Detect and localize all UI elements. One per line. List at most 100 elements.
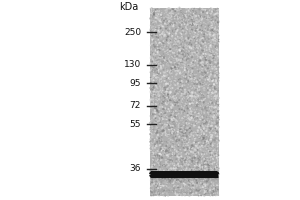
Point [196, 99, 200, 102]
Point [169, 104, 174, 107]
Point [151, 194, 156, 197]
Point [154, 141, 159, 145]
Point [209, 20, 214, 23]
Point [174, 140, 179, 143]
Point [201, 132, 206, 135]
Point [203, 109, 208, 112]
Point [181, 160, 186, 163]
Point [195, 164, 200, 167]
Point [212, 82, 216, 86]
Point [202, 187, 206, 190]
Point [152, 56, 157, 59]
Point [169, 10, 174, 13]
Point [214, 72, 219, 75]
Point [216, 29, 221, 32]
Point [212, 193, 216, 196]
Point [171, 98, 176, 101]
Point [184, 184, 189, 187]
Point [179, 43, 184, 46]
Point [181, 161, 185, 164]
Point [168, 179, 172, 182]
Point [211, 19, 216, 22]
Point [183, 68, 188, 71]
Point [193, 51, 198, 54]
Point [184, 33, 189, 36]
Point [169, 117, 174, 120]
Point [174, 62, 179, 65]
Point [152, 174, 157, 177]
Point [157, 17, 162, 21]
Point [180, 57, 185, 61]
Point [159, 156, 164, 159]
Point [156, 96, 161, 99]
Point [163, 88, 167, 91]
Point [176, 65, 181, 68]
Point [170, 145, 175, 149]
Point [168, 162, 173, 166]
Point [204, 159, 208, 162]
Point [183, 32, 188, 35]
Point [149, 123, 154, 127]
Point [195, 128, 200, 132]
Point [211, 144, 216, 147]
Point [183, 17, 188, 20]
Point [152, 88, 157, 91]
Point [194, 164, 199, 167]
Point [156, 59, 161, 63]
Point [171, 98, 176, 101]
Point [214, 79, 219, 82]
Point [216, 89, 220, 92]
Point [201, 34, 206, 37]
Point [212, 49, 217, 53]
Point [160, 79, 165, 82]
Point [152, 93, 157, 96]
Point [209, 93, 214, 96]
Point [158, 143, 163, 146]
Point [208, 135, 213, 138]
Point [170, 68, 175, 71]
Point [149, 128, 154, 131]
Point [182, 40, 186, 43]
Point [193, 124, 198, 127]
Point [203, 169, 208, 173]
Point [163, 107, 168, 110]
Point [166, 39, 171, 42]
Point [216, 168, 221, 171]
Point [176, 92, 181, 95]
Point [186, 86, 191, 89]
Point [184, 142, 189, 145]
Point [179, 99, 184, 102]
Point [178, 78, 182, 81]
Point [200, 123, 205, 126]
Point [164, 160, 169, 164]
Point [164, 144, 169, 148]
Point [213, 27, 218, 31]
Point [187, 153, 192, 156]
Point [173, 33, 178, 37]
Point [158, 49, 163, 53]
Point [204, 140, 209, 144]
Point [176, 87, 181, 91]
Point [170, 147, 175, 150]
Point [214, 122, 219, 125]
Point [206, 161, 211, 165]
Point [196, 66, 201, 69]
Point [180, 163, 184, 166]
Point [168, 25, 172, 28]
Point [160, 174, 165, 178]
Point [213, 127, 218, 130]
Point [153, 31, 158, 34]
Point [200, 120, 205, 123]
Point [207, 94, 212, 97]
Point [199, 75, 203, 79]
Point [167, 115, 171, 118]
Point [187, 187, 192, 190]
Point [170, 177, 175, 180]
Point [149, 168, 154, 171]
Point [150, 25, 154, 28]
Point [165, 165, 170, 168]
Point [195, 129, 200, 132]
Point [152, 30, 157, 33]
Point [183, 175, 188, 178]
Point [150, 174, 154, 177]
